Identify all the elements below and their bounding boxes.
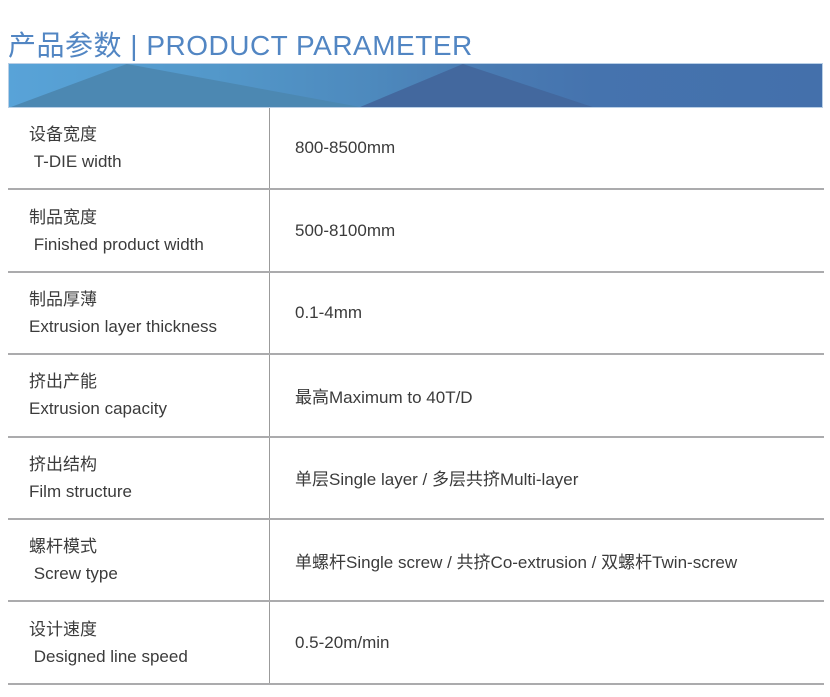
param-value: 单螺杆Single screw / 共挤Co-extrusion / 双螺杆Tw… <box>295 552 738 572</box>
table-row-layer-thickness: 制品厚薄 Extrusion layer thickness 0.1-4mm <box>8 272 824 356</box>
param-label-cell: 设计速度 Designed line speed <box>8 602 270 683</box>
param-value: 800-8500mm <box>295 138 396 158</box>
param-value-cell: 500-8100mm <box>270 190 824 270</box>
param-label-cell: 制品厚薄 Extrusion layer thickness <box>8 272 270 354</box>
param-value: 单层Single layer / 多层共挤Multi-layer <box>295 470 579 490</box>
param-value: 0.5-20m/min <box>295 632 390 652</box>
param-value-cell: 0.1-4mm <box>270 273 824 353</box>
param-name-zh: 挤出结构 <box>29 454 97 474</box>
param-name-zh: 螺杆模式 <box>29 537 97 557</box>
param-name-en: Screw type <box>29 564 118 584</box>
table-row-line-speed: 设计速度 Designed line speed 0.5-20m/min <box>8 602 824 685</box>
banner-triangle-right-icon <box>360 64 593 107</box>
banner-graphic <box>9 64 822 107</box>
param-value: 500-8100mm <box>295 220 396 240</box>
param-name-en: Finished product width <box>29 234 204 254</box>
table-row-screw-type: 螺杆模式 Screw type 单螺杆Single screw / 共挤Co-e… <box>8 519 824 603</box>
parameter-table: 设备宽度 T-DIE width 800-8500mm 制品宽度 Finishe… <box>8 108 824 685</box>
decorative-banner <box>8 63 823 108</box>
param-name-en: Designed line speed <box>29 646 188 666</box>
param-name-zh: 挤出产能 <box>29 372 97 392</box>
param-name-en: Film structure <box>29 481 132 501</box>
page-title: 产品参数 | PRODUCT PARAMETER <box>8 29 473 61</box>
param-name-zh: 设备宽度 <box>29 125 97 145</box>
param-value-cell: 最高Maximum to 40T/D <box>270 355 824 435</box>
banner-triangle-left-icon <box>10 64 361 107</box>
table-row-extrusion-capacity: 挤出产能 Extrusion capacity 最高Maximum to 40T… <box>8 355 824 438</box>
param-value: 0.1-4mm <box>295 302 363 322</box>
param-label-cell: 制品宽度 Finished product width <box>8 190 270 271</box>
param-name-en: T-DIE width <box>29 152 122 172</box>
param-value: 最高Maximum to 40T/D <box>295 387 473 407</box>
param-name-zh: 设计速度 <box>29 619 97 639</box>
table-row-finished-width: 制品宽度 Finished product width 500-8100mm <box>8 190 824 273</box>
param-value-cell: 0.5-20m/min <box>270 602 824 682</box>
param-name-zh: 制品宽度 <box>29 207 97 227</box>
param-label-cell: 螺杆模式 Screw type <box>8 519 270 601</box>
param-value-cell: 单层Single layer / 多层共挤Multi-layer <box>270 438 824 518</box>
param-value-cell: 800-8500mm <box>270 108 824 188</box>
table-row-film-structure: 挤出结构 Film structure 单层Single layer / 多层共… <box>8 437 824 520</box>
param-name-en: Extrusion layer thickness <box>29 316 218 336</box>
param-label-cell: 设备宽度 T-DIE width <box>8 108 270 189</box>
param-label-cell: 挤出产能 Extrusion capacity <box>8 355 270 436</box>
param-value-cell: 单螺杆Single screw / 共挤Co-extrusion / 双螺杆Tw… <box>270 520 824 600</box>
param-name-zh: 制品厚薄 <box>29 289 97 309</box>
param-name-en: Extrusion capacity <box>29 399 167 419</box>
param-label-cell: 挤出结构 Film structure <box>8 437 270 518</box>
table-row-tdie-width: 设备宽度 T-DIE width 800-8500mm <box>8 108 824 191</box>
